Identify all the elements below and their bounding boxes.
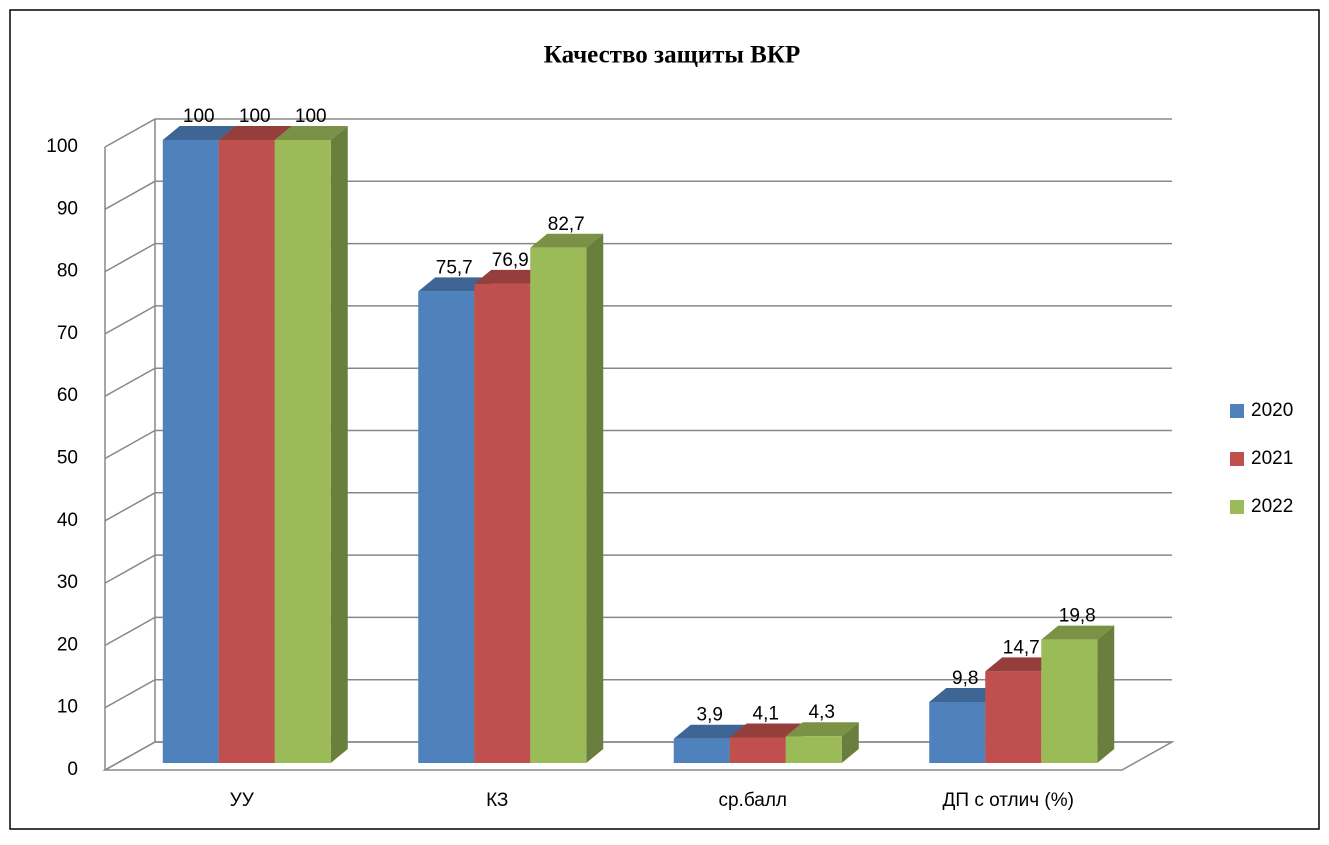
bar [418,291,475,763]
grid-line [104,305,1172,335]
x-tick-label: ср.балл [718,790,787,811]
y-tick-label: 10 [57,697,78,718]
chart-title: Качество защиты ВКР [544,42,800,69]
bar-top [673,724,747,739]
bar [1041,639,1098,763]
bar [474,283,531,763]
grid-line [104,616,1172,647]
data-label: 14,7 [1003,637,1040,658]
y-tick-label: 100 [46,136,78,157]
legend-swatch [1230,404,1244,418]
bar [218,140,275,763]
bar [530,247,587,764]
bar-side [1097,625,1115,763]
grid-line [104,180,1172,210]
bar [985,671,1042,763]
y-tick-label: 20 [57,634,78,655]
bar [673,738,730,763]
x-tick-label: УУ [230,790,255,811]
data-label: 100 [239,106,271,127]
grid-line [104,554,1172,584]
grid-line [104,492,1172,522]
data-label: 100 [183,106,215,127]
bar [929,701,986,763]
bar-top [985,657,1059,672]
bar [729,737,786,763]
bar-top [162,126,236,140]
bar-side [841,722,859,763]
bar-side [330,126,348,763]
bar-top [1041,625,1115,640]
bar [785,736,842,763]
bar [274,140,331,763]
y-tick-label: 60 [57,385,78,406]
y-tick-label: 40 [57,510,78,531]
bar-top [474,269,548,284]
data-label: 9,8 [952,668,978,689]
grid-line [104,242,1172,273]
grid-line [104,118,1172,148]
legend-swatch [1230,500,1244,514]
x-tick-label: ДП с отлич (%) [943,790,1074,811]
data-label: 100 [295,106,327,127]
y-tick-label: 0 [67,759,78,780]
y-tick-label: 80 [57,261,78,282]
y-tick-label: 70 [57,323,78,344]
data-label: 3,9 [697,705,723,726]
legend-swatch [1230,452,1244,466]
bar-top [418,277,492,292]
data-label: 19,8 [1059,606,1096,627]
data-label: 4,1 [753,703,779,724]
y-tick-label: 90 [57,198,78,219]
grid-line [104,367,1172,397]
data-label: 82,7 [548,214,585,235]
grid-line [104,678,1172,709]
data-label: 76,9 [492,250,529,271]
bar-side [586,233,604,764]
x-tick-label: КЗ [486,790,508,811]
legend-label: 2022 [1251,496,1293,517]
y-tick-label: 50 [57,448,78,469]
y-tick-label: 30 [57,572,78,593]
data-label: 75,7 [436,257,473,278]
bar-top [929,687,1003,702]
data-label: 4,3 [809,702,835,723]
bar-top [729,723,803,738]
bar [162,140,219,763]
grid-line [104,429,1172,460]
legend-label: 2020 [1251,400,1293,421]
bar-top [218,126,292,140]
bar-top [274,126,348,140]
bar-top [785,722,859,737]
legend-label: 2021 [1251,448,1293,469]
bar-top [530,233,604,248]
